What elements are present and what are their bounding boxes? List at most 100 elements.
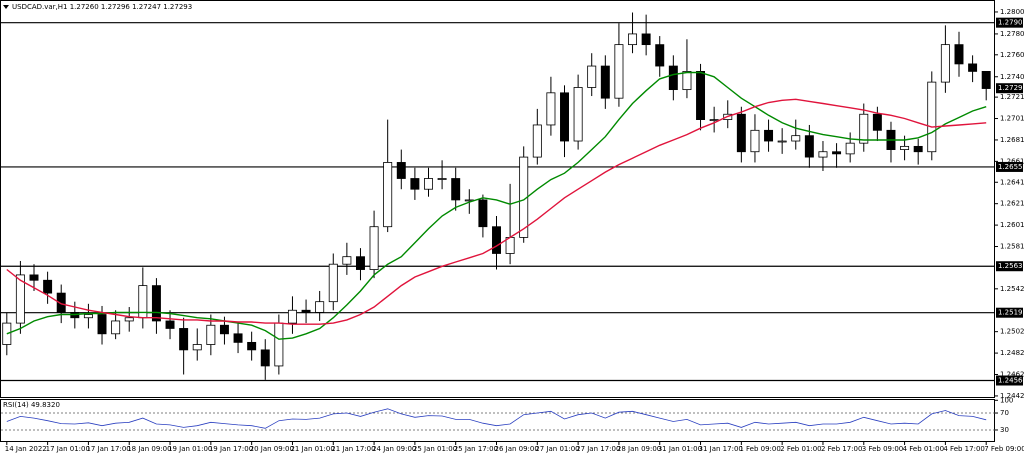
candle-body <box>369 226 379 270</box>
level-tag <box>996 17 1023 28</box>
candle-body <box>301 309 311 313</box>
x-tick-label: 3 Feb 09:00 <box>862 445 903 453</box>
candle-body <box>437 178 447 180</box>
candle-body <box>668 65 678 91</box>
candle-body <box>179 328 189 351</box>
candle-body <box>927 81 937 153</box>
candle-body <box>682 71 692 91</box>
candle-body <box>655 44 665 67</box>
x-tick-label: 27 Jan 01:00 <box>535 445 579 453</box>
x-tick-label: 24 Jan 09:00 <box>372 445 416 453</box>
candle-body <box>940 44 950 83</box>
candle-body <box>233 333 243 343</box>
candle-body <box>587 65 597 88</box>
candle-body <box>328 263 338 303</box>
x-tick-label: 28 Jan 09:00 <box>617 445 661 453</box>
x-tick-label: 19 Jan 17:00 <box>209 445 253 453</box>
y-tick-label: 1.25020 <box>1000 328 1024 336</box>
y-tick-label: 1.24620 <box>1000 371 1024 379</box>
x-tick-label: 20 Jan 09:00 <box>250 445 294 453</box>
candle-body <box>872 113 882 131</box>
candle-body <box>478 199 488 228</box>
candle-body <box>151 285 161 322</box>
x-tick-label: 26 Jan 09:00 <box>495 445 539 453</box>
y-tick-label: 1.27210 <box>1000 93 1024 101</box>
candle-body <box>2 322 12 345</box>
candle-body <box>546 92 556 126</box>
x-tick-label: 19 Jan 01:00 <box>168 445 212 453</box>
x-tick-label: 1 Feb 09:00 <box>739 445 780 453</box>
level-tag <box>996 375 1023 386</box>
candle-body <box>29 274 39 281</box>
candle-body <box>15 274 25 324</box>
candle-body <box>532 124 542 158</box>
y-tick-label: 1.26215 <box>1000 200 1024 208</box>
y-tick-label: 1.26415 <box>1000 178 1024 186</box>
candle-body <box>750 129 760 153</box>
candle-body <box>124 317 134 322</box>
rsi-title: RSI(14) 49.8320 <box>3 401 60 409</box>
main-panel <box>0 0 995 398</box>
x-tick-label: 4 Feb 17:00 <box>943 445 984 453</box>
candle-body <box>355 256 365 270</box>
price-tag <box>996 83 1023 94</box>
x-tick-label: 2 Feb 01:00 <box>780 445 821 453</box>
rsi-tick-label: 100 <box>1000 396 1013 404</box>
candle-body <box>492 226 501 254</box>
candle-body <box>600 65 610 99</box>
header-icon <box>3 5 9 9</box>
x-tick-label: 21 Jan 17:00 <box>331 445 375 453</box>
x-tick-label: 4 Feb 01:00 <box>903 445 944 453</box>
candle-body <box>791 135 801 142</box>
candle-body <box>192 344 202 351</box>
y-tick-label: 1.26610 <box>1000 157 1024 165</box>
level-label: 1.24564 <box>998 377 1024 385</box>
candle-body <box>900 145 910 150</box>
y-tick-label: 1.27800 <box>1000 30 1024 38</box>
candle-body <box>410 178 420 190</box>
candle-body <box>696 71 706 121</box>
candle-body <box>913 145 923 153</box>
x-tick-label: 2 Feb 17:00 <box>821 445 862 453</box>
candle-body <box>981 71 991 89</box>
candle-body <box>247 341 257 351</box>
level-label: 1.25197 <box>998 309 1024 317</box>
level-tag <box>996 161 1023 172</box>
candle-body <box>396 162 406 179</box>
candle-body <box>111 320 121 335</box>
y-tick-label: 1.27010 <box>1000 115 1024 123</box>
level-label: 1.26558 <box>998 163 1024 171</box>
y-tick-label: 1.28005 <box>1000 8 1024 16</box>
candle-body <box>165 320 175 329</box>
candle-body <box>628 33 638 46</box>
candle-body <box>287 309 297 324</box>
chart-title: USDCAD.var,H1 1.27260 1.27296 1.27247 1.… <box>12 3 192 11</box>
rsi-tick-label: 70 <box>1000 409 1009 417</box>
moving-average <box>6 98 987 325</box>
y-tick-label: 1.24420 <box>1000 392 1024 400</box>
candle-body <box>859 113 869 144</box>
candle-body <box>219 324 229 335</box>
x-tick-label: 14 Jan 2022 <box>5 445 47 453</box>
level-label: 1.27905 <box>998 19 1024 27</box>
rsi-tick-label: 30 <box>1000 426 1009 434</box>
rsi-line <box>6 408 987 429</box>
level-tag <box>996 307 1023 318</box>
candle-body <box>804 135 814 158</box>
candle-body <box>968 63 978 72</box>
y-tick-label: 1.27605 <box>1000 51 1024 59</box>
candle-body <box>56 292 66 313</box>
candle-body <box>342 256 352 265</box>
candle-body <box>614 44 624 99</box>
y-tick-label: 1.25420 <box>1000 285 1024 293</box>
x-tick-label: 31 Jan 17:00 <box>699 445 743 453</box>
candle-body <box>736 113 746 153</box>
y-tick-label: 1.26015 <box>1000 221 1024 229</box>
x-tick-label: 21 Jan 01:00 <box>290 445 334 453</box>
candle-body <box>97 314 107 335</box>
candle-body <box>954 44 964 65</box>
y-tick-label: 1.24820 <box>1000 349 1024 357</box>
y-tick-label: 1.25815 <box>1000 243 1024 251</box>
